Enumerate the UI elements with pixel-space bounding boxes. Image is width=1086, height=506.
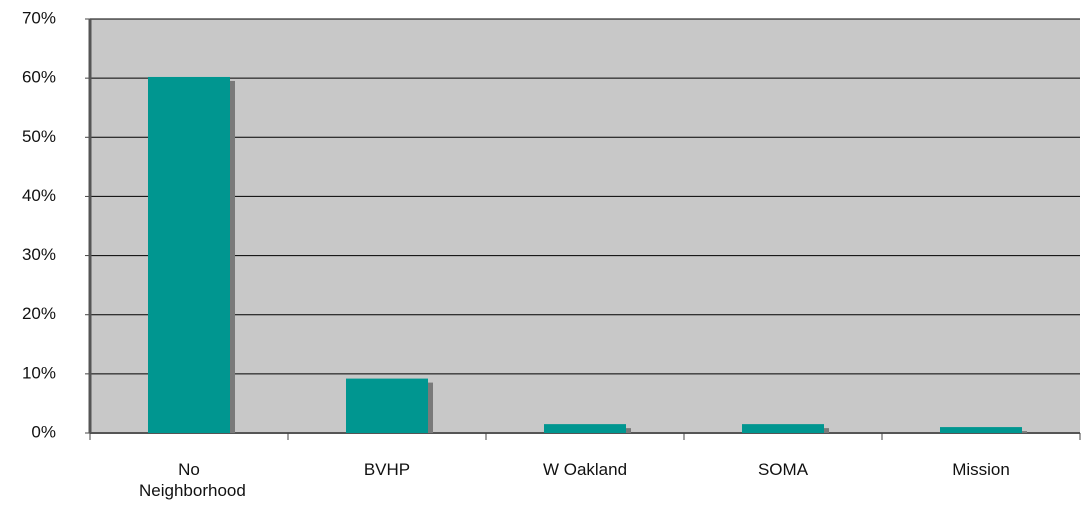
bar: [742, 424, 824, 433]
bar: [544, 424, 626, 433]
x-tick-label: Mission: [952, 460, 1010, 479]
bar: [940, 427, 1022, 433]
x-tick-label: No Neighborhood: [139, 460, 246, 500]
x-tick-label: BVHP: [363, 460, 411, 479]
bar: [148, 76, 230, 434]
y-tick-label: 50%: [22, 127, 56, 146]
x-tick-label: SOMA: [757, 460, 809, 479]
plot-area: [90, 19, 1080, 433]
y-tick-label: 60%: [22, 68, 56, 87]
y-tick-label: 70%: [22, 8, 56, 27]
y-tick-label: 20%: [22, 304, 56, 323]
y-tick-label: 40%: [22, 186, 56, 205]
y-tick-label: 30%: [22, 245, 56, 264]
y-tick-label: 0%: [31, 422, 56, 441]
x-tick-label: W Oakland: [542, 460, 628, 479]
bar: [346, 378, 428, 433]
y-tick-label: 10%: [22, 363, 56, 382]
